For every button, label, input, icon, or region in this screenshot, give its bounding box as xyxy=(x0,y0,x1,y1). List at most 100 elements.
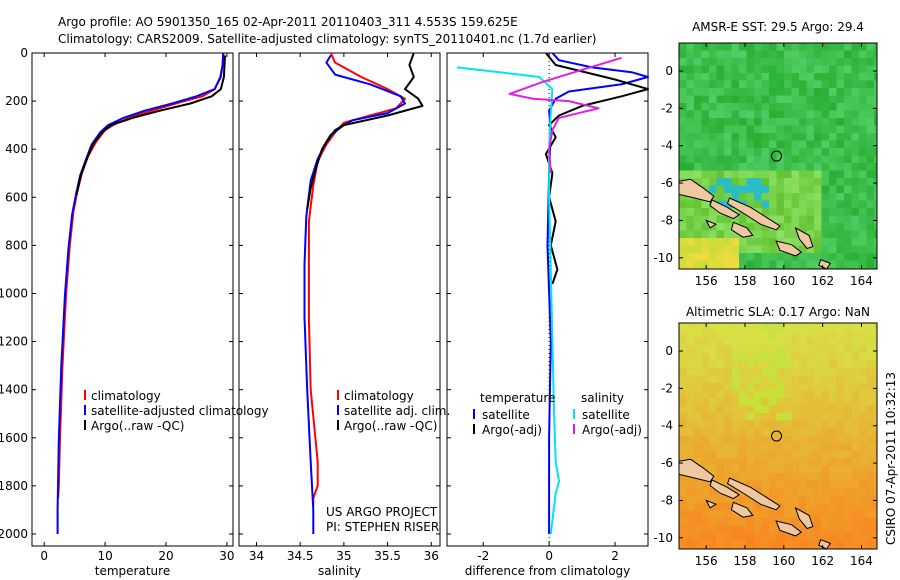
field-cell xyxy=(679,118,688,127)
field-cell xyxy=(731,125,740,134)
field-cell xyxy=(851,103,860,112)
field-cell xyxy=(874,413,877,422)
field-cell xyxy=(716,238,725,247)
field-cell xyxy=(709,465,718,474)
field-cell xyxy=(859,260,868,269)
y-tick-label: -10 xyxy=(653,531,673,545)
field-cell xyxy=(791,465,800,474)
difference-panel-frame xyxy=(446,52,649,547)
field-cell xyxy=(851,253,860,262)
island xyxy=(794,506,814,530)
field-cell xyxy=(709,230,718,239)
field-cell xyxy=(829,368,838,377)
field-cell xyxy=(754,525,763,534)
field-cell xyxy=(686,95,695,104)
field-cell xyxy=(731,95,740,104)
field-cell xyxy=(746,43,755,52)
field-cell xyxy=(821,43,830,52)
field-cell xyxy=(746,88,755,97)
field-cell xyxy=(686,103,695,112)
field-cell xyxy=(851,518,860,527)
field-cell xyxy=(686,533,695,542)
field-cell xyxy=(709,458,718,467)
field-cell xyxy=(709,110,718,119)
field-cell xyxy=(866,398,875,407)
field-cell xyxy=(776,80,785,89)
field-cell xyxy=(701,73,710,82)
field-cell xyxy=(791,148,800,157)
field-cell xyxy=(724,215,733,224)
field-cell xyxy=(806,163,815,172)
field-cell xyxy=(701,480,710,489)
field-cell xyxy=(851,368,860,377)
field-cell xyxy=(874,230,877,239)
field-cell xyxy=(776,353,785,362)
island xyxy=(709,479,741,500)
field-cell xyxy=(821,428,830,437)
field-cell xyxy=(679,488,688,497)
field-cell xyxy=(784,50,793,59)
field-cell xyxy=(791,368,800,377)
field-cell xyxy=(679,148,688,157)
field-cell xyxy=(701,95,710,104)
field-cell xyxy=(701,533,710,542)
field-cell xyxy=(761,375,770,384)
field-cell xyxy=(859,488,868,497)
field-cell xyxy=(709,398,718,407)
field-cell xyxy=(806,398,815,407)
field-cell xyxy=(844,170,853,179)
field-cell xyxy=(784,503,793,512)
field-cell xyxy=(724,345,733,354)
field-cell xyxy=(829,405,838,414)
field-cell xyxy=(829,223,838,232)
field-cell xyxy=(746,323,755,332)
field-cell xyxy=(791,405,800,414)
field-cell xyxy=(731,118,740,127)
field-cell xyxy=(844,383,853,392)
field-cell xyxy=(806,185,815,194)
field-cell xyxy=(709,65,718,74)
field-cell xyxy=(784,330,793,339)
legend-label: climatology xyxy=(91,389,161,403)
field-cell xyxy=(686,208,695,217)
field-cell xyxy=(686,230,695,239)
field-cell xyxy=(844,338,853,347)
field-cell xyxy=(874,518,877,527)
field-cell xyxy=(716,125,725,134)
field-cell xyxy=(851,238,860,247)
field-cell xyxy=(814,495,823,504)
field-cell xyxy=(754,58,763,67)
x-tick-label: 164 xyxy=(850,554,873,568)
field-cell xyxy=(806,43,815,52)
field-cell xyxy=(844,208,853,217)
field-cell xyxy=(679,43,688,52)
temperature-panel-frame xyxy=(31,52,234,547)
field-cell xyxy=(851,458,860,467)
field-cell xyxy=(776,405,785,414)
field-cell xyxy=(859,193,868,202)
field-cell xyxy=(874,330,877,339)
field-cell xyxy=(709,413,718,422)
legend-label: satellite adj. clim. xyxy=(344,404,450,418)
field-cell xyxy=(814,338,823,347)
field-cell xyxy=(806,223,815,232)
field-cell xyxy=(791,390,800,399)
field-cell xyxy=(679,323,688,332)
field-cell xyxy=(776,383,785,392)
field-cell xyxy=(806,405,815,414)
field-cell xyxy=(859,215,868,224)
field-cell xyxy=(806,338,815,347)
field-cell xyxy=(791,473,800,482)
field-cell xyxy=(686,58,695,67)
field-cell xyxy=(844,58,853,67)
field-cell xyxy=(836,368,845,377)
field-cell xyxy=(874,208,877,217)
field-cell xyxy=(844,118,853,127)
field-cell xyxy=(829,503,838,512)
field-cell xyxy=(724,88,733,97)
field-cell xyxy=(821,503,830,512)
field-cell xyxy=(686,510,695,519)
field-cell xyxy=(859,458,868,467)
field-cell xyxy=(874,368,877,377)
field-cell xyxy=(874,133,877,142)
